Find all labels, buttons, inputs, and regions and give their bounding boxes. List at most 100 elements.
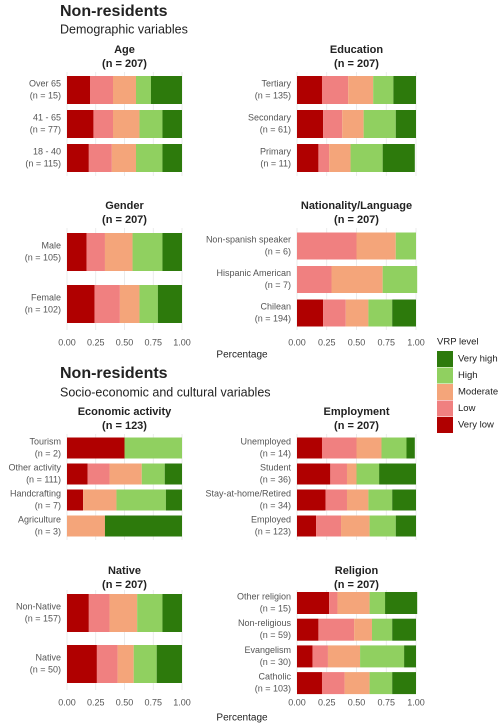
category-label: Tertiary (261, 78, 291, 88)
bar-segment (341, 515, 370, 537)
bar-segment (395, 515, 416, 537)
bar-segment (329, 144, 351, 172)
bar-segment (368, 299, 393, 327)
category-label: Stay-at-home/Retired (205, 488, 291, 498)
x-tick-label: 0.75 (144, 697, 162, 707)
section-subtitle: Demographic variables (60, 22, 188, 36)
bar-segment (297, 489, 326, 511)
bar-segment (87, 463, 110, 485)
category-note: (n = 14) (260, 448, 291, 458)
bar-segment (165, 489, 182, 511)
category-label: 41 - 65 (33, 112, 61, 122)
category-label: Agriculture (18, 514, 61, 524)
bar-segment (297, 266, 332, 293)
panel-subtitle: (n = 207) (102, 214, 147, 226)
bar-segment (67, 489, 84, 511)
category-note: (n = 15) (30, 90, 61, 100)
x-tick-label: 0.75 (144, 337, 162, 347)
bar-segment (162, 144, 182, 172)
section-title: Non-residents (60, 365, 168, 382)
bar-segment (297, 299, 324, 327)
bar-segment (371, 618, 393, 641)
panel-title: Economic activity (78, 406, 172, 418)
category-label: Other activity (8, 462, 61, 472)
category-label: Handcrafting (10, 488, 61, 498)
category-label: Tourism (29, 436, 61, 446)
x-tick-label: 0.00 (288, 337, 306, 347)
category-note: (n = 30) (260, 657, 291, 667)
x-tick-label: 0.25 (318, 697, 336, 707)
bar-segment (348, 76, 374, 104)
category-note: (n = 102) (25, 304, 61, 314)
bar-segment (381, 437, 407, 459)
category-label: Chilean (260, 301, 291, 311)
bar-segment (331, 266, 383, 293)
category-note: (n = 61) (260, 124, 291, 134)
panel-title: Employment (323, 406, 389, 418)
bar-segment (297, 76, 322, 104)
panel-subtitle: (n = 207) (334, 579, 379, 591)
bar-segment (133, 645, 157, 683)
bar-segment (93, 110, 113, 138)
bar-segment (88, 594, 110, 632)
bar-segment (109, 594, 138, 632)
bar-segment (132, 233, 163, 271)
bar-segment (67, 144, 89, 172)
bar-segment (395, 232, 416, 260)
bar-segment (139, 110, 163, 138)
bar-segment (164, 463, 182, 485)
panel-title: Age (114, 44, 135, 56)
bar-segment (297, 232, 357, 260)
category-label: Female (31, 292, 61, 302)
bar-segment (312, 645, 328, 668)
category-note: (n = 77) (30, 124, 61, 134)
bar-segment (113, 110, 140, 138)
bar-segment (325, 489, 347, 511)
category-note: (n = 34) (260, 500, 291, 510)
bar-segment (141, 463, 165, 485)
category-note: (n = 36) (260, 474, 291, 484)
x-tick-label: 1.00 (407, 337, 425, 347)
category-label: Employed (251, 514, 291, 524)
category-note: (n = 6) (265, 246, 291, 256)
bar-segment (136, 76, 151, 104)
category-label: Non-spanish speaker (206, 234, 291, 244)
bar-segment (323, 110, 343, 138)
bar-segment (321, 672, 345, 695)
bar-segment (356, 232, 396, 260)
category-note: (n = 157) (25, 613, 61, 623)
x-tick-label: 0.50 (348, 697, 366, 707)
bar-segment (104, 515, 182, 537)
panel-subtitle: (n = 207) (334, 420, 379, 432)
x-tick-label: 1.00 (173, 697, 191, 707)
category-label: Catholic (258, 671, 291, 681)
x-tick-label: 0.75 (377, 337, 395, 347)
category-note: (n = 7) (265, 280, 291, 290)
legend-label: Low (458, 403, 476, 414)
legend-label: Very high (458, 354, 498, 365)
panel-subtitle: (n = 207) (334, 214, 379, 226)
bar-segment (67, 76, 90, 104)
category-note: (n = 123) (255, 526, 291, 536)
bar-segment (90, 76, 113, 104)
bar-segment (297, 110, 324, 138)
category-label: Non-religious (238, 618, 292, 628)
bar-segment (67, 285, 95, 323)
category-note: (n = 115) (25, 158, 61, 168)
bar-segment (318, 618, 355, 641)
x-tick-label: 0.75 (377, 697, 395, 707)
x-tick-label: 1.00 (407, 697, 425, 707)
bar-segment (316, 515, 342, 537)
bar-segment (329, 592, 338, 614)
legend-swatch (437, 351, 453, 367)
category-note: (n = 50) (30, 664, 61, 674)
x-tick-label: 0.50 (116, 337, 134, 347)
x-axis-label: Percentage (216, 350, 268, 361)
bar-segment (323, 299, 346, 327)
category-note: (n = 7) (35, 500, 61, 510)
bar-segment (337, 592, 370, 614)
bar-segment (88, 144, 112, 172)
bar-segment (382, 144, 415, 172)
category-note: (n = 135) (255, 90, 291, 100)
x-tick-label: 0.50 (116, 697, 134, 707)
